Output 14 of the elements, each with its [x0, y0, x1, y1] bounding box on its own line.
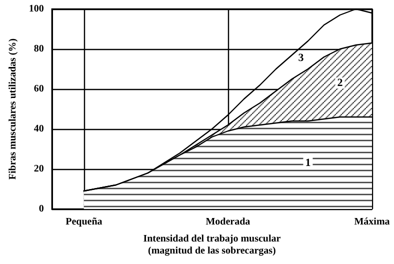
x-tick-label: Pequeña [66, 216, 102, 228]
y-tick-label: 0 [38, 204, 44, 214]
x-tick-label: Moderada [206, 216, 250, 228]
y-tick-label: 60 [34, 84, 44, 94]
y-tick-label: 20 [34, 164, 44, 174]
series-label: 3 [298, 52, 304, 64]
x-axis-title: Intensidad del trabajo muscular (magnitud de las sobrecargas) [143, 234, 282, 256]
y-axis-title: Fibras musculares utilizadas (%) [8, 38, 18, 180]
y-tick-label: 40 [34, 124, 44, 134]
series-label: 1 [305, 157, 311, 169]
y-tick-label: 80 [34, 44, 44, 54]
y-tick-label: 100 [28, 4, 44, 14]
x-tick-label: Máxima [354, 216, 390, 228]
series-label: 2 [337, 77, 344, 89]
